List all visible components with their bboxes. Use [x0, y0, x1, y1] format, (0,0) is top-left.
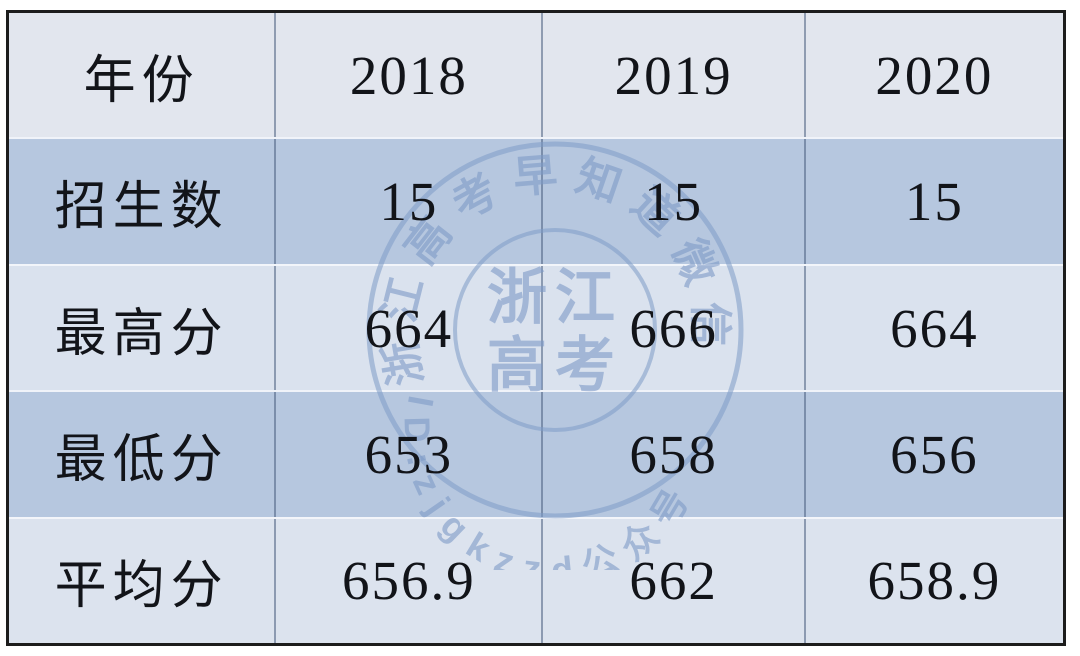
cell-value: 15	[379, 171, 439, 233]
lowest-cell-2019: 658	[541, 392, 803, 517]
row-header-enrollment: 招生数	[9, 139, 274, 263]
cell-value: 2019	[614, 44, 733, 106]
cell-value: 15	[904, 171, 964, 233]
enrollment-cell-2018: 15	[274, 139, 541, 264]
table-row-average-score: 平均分 656.9 662 658.9	[9, 516, 1063, 644]
row-header-average: 平均分	[9, 519, 274, 643]
average-cell-2018: 656.9	[274, 518, 541, 644]
enrollment-cell-2020: 15	[803, 139, 1063, 264]
table-row-lowest-score: 最低分 653 658 656	[9, 390, 1063, 517]
cell-value: 15	[644, 171, 704, 233]
lowest-cell-2020: 656	[803, 392, 1063, 517]
cell-value: 664	[364, 297, 454, 359]
cell-value: 658	[629, 423, 718, 485]
cell-value: 2020	[875, 44, 994, 106]
row-header-year: 年份	[9, 13, 274, 137]
year-cell-2018: 2018	[274, 13, 541, 138]
row-header-label: 最高分	[54, 305, 229, 363]
scores-table: 年份 2018 2019 2020 招生数 15 15 15 最高分 664 6…	[6, 10, 1066, 646]
cell-value: 2018	[349, 44, 468, 106]
table-row-highest-score: 最高分 664 666 664	[9, 263, 1063, 391]
table-row-years: 年份 2018 2019 2020	[9, 13, 1063, 138]
row-header-label: 年份	[83, 52, 200, 110]
highest-cell-2019: 666	[541, 265, 803, 391]
row-header-label: 平均分	[54, 558, 229, 616]
cell-value: 666	[629, 297, 718, 359]
highest-cell-2018: 664	[274, 265, 541, 391]
row-header-lowest: 最低分	[9, 392, 274, 516]
average-cell-2020: 658.9	[803, 518, 1063, 644]
row-header-label: 招生数	[54, 179, 229, 237]
highest-cell-2020: 664	[803, 265, 1063, 391]
cell-value: 664	[890, 297, 979, 359]
year-cell-2020: 2020	[803, 13, 1063, 138]
row-header-label: 最低分	[54, 431, 229, 489]
enrollment-cell-2019: 15	[541, 139, 803, 264]
lowest-cell-2018: 653	[274, 392, 541, 517]
table-row-enrollment: 招生数 15 15 15	[9, 137, 1063, 264]
cell-value: 656.9	[341, 550, 476, 612]
average-cell-2019: 662	[541, 518, 803, 644]
year-cell-2019: 2019	[541, 13, 803, 138]
cell-value: 658.9	[867, 550, 1002, 612]
row-header-highest: 最高分	[9, 266, 274, 390]
cell-value: 656	[890, 423, 979, 485]
cell-value: 653	[364, 423, 454, 485]
cell-value: 662	[629, 550, 718, 612]
